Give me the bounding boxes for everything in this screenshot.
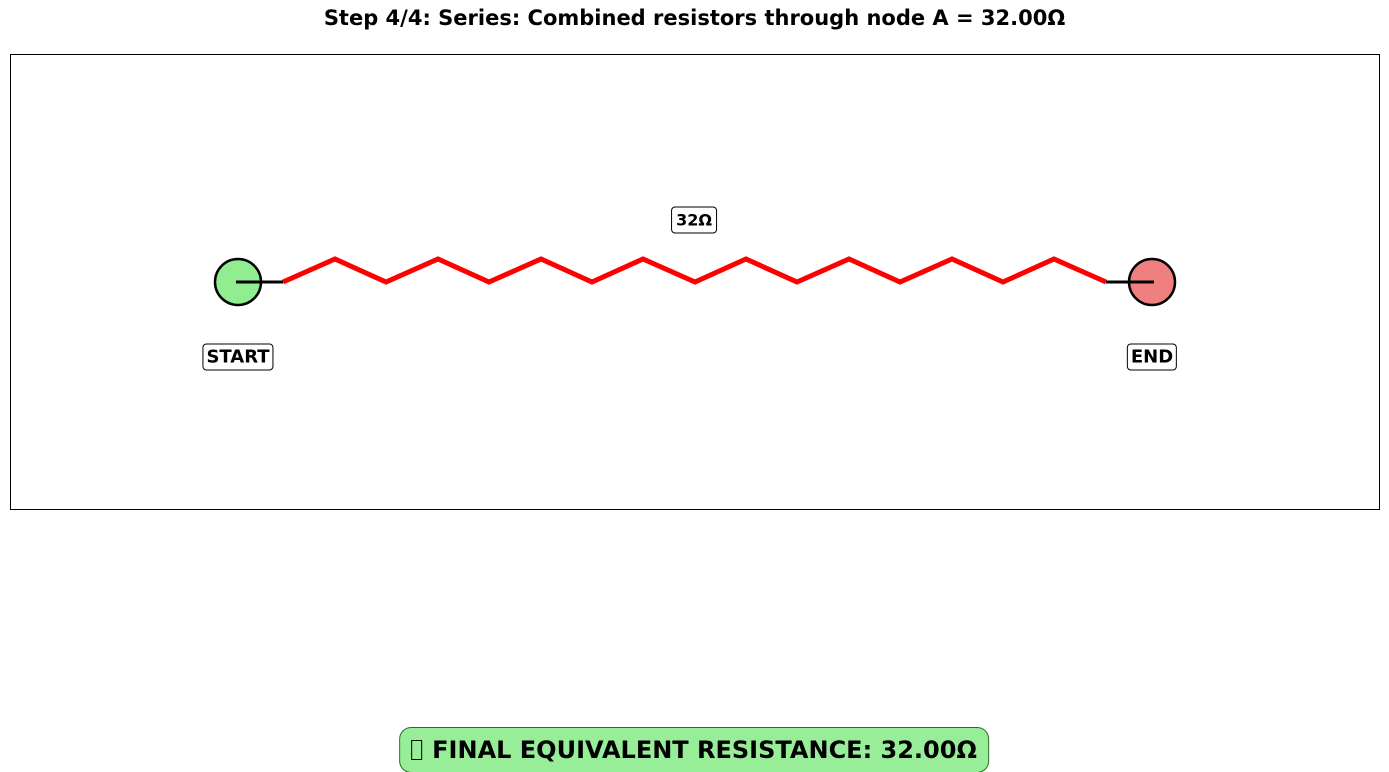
- final-result-text: FINAL EQUIVALENT RESISTANCE: 32.00Ω: [432, 736, 977, 764]
- end-terminal-label: END: [1126, 343, 1178, 371]
- figure-title: Step 4/4: Series: Combined resistors thr…: [323, 6, 1066, 30]
- diagram-frame: [10, 54, 1380, 510]
- check-icon: [411, 740, 423, 760]
- resistor-zigzag: [281, 256, 1108, 285]
- resistor-value-label: 32Ω: [671, 206, 717, 234]
- final-result-banner: FINAL EQUIVALENT RESISTANCE: 32.00Ω: [399, 727, 989, 772]
- start-terminal-label: START: [202, 343, 274, 371]
